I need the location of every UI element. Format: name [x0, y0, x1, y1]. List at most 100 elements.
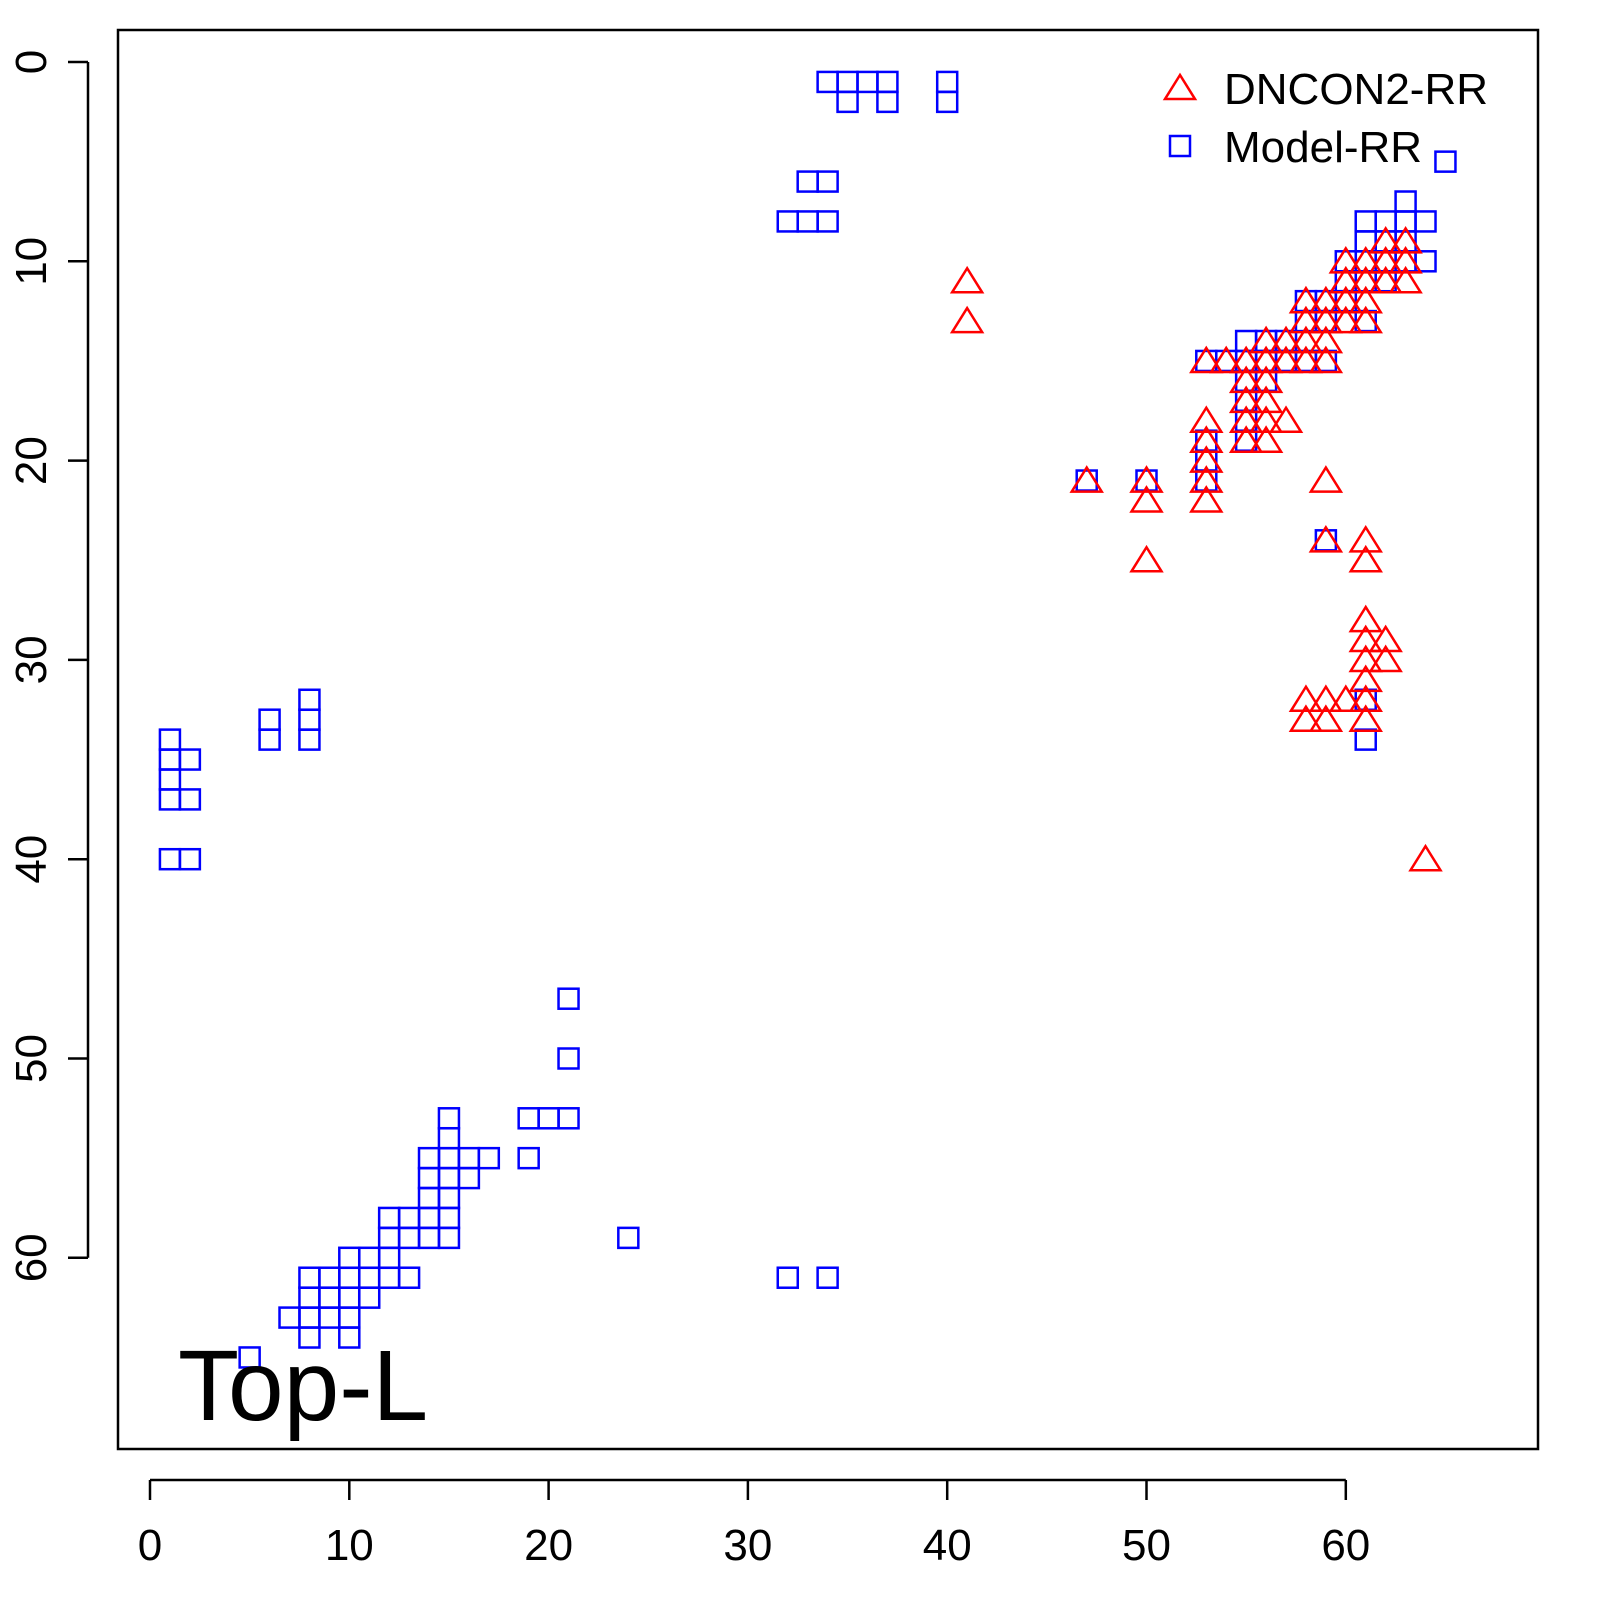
annotation-top-l: Top-L	[178, 1330, 428, 1442]
model-rr-point	[298, 1286, 321, 1309]
model-rr-point	[178, 847, 202, 871]
x-tick-label: 40	[923, 1521, 972, 1570]
dncon2-rr-point	[1368, 624, 1403, 653]
model-rr-point	[1394, 190, 1417, 213]
model-rr-point	[1434, 150, 1457, 173]
model-rr-point	[377, 1246, 401, 1270]
model-rr-point	[477, 1146, 501, 1170]
model-rr-point	[278, 1306, 301, 1329]
x-tick-label: 10	[325, 1521, 374, 1570]
model-rr-point	[377, 1226, 401, 1250]
dncon2-rr-point	[1348, 704, 1383, 732]
dncon2-rr-point	[1288, 345, 1324, 374]
dncon2-rr-point	[1348, 624, 1383, 653]
model-rr-point	[816, 70, 839, 94]
model-rr-point	[377, 1266, 401, 1289]
model-rr-point	[338, 1246, 361, 1270]
model-rr-point	[1354, 728, 1377, 751]
dncon2-rr-point	[1328, 285, 1364, 314]
dncon2-rr-point	[1348, 245, 1383, 274]
dncon2-rr-point	[1348, 305, 1383, 334]
model-rr-point	[298, 1326, 321, 1349]
model-rr-point	[1354, 210, 1377, 233]
dncon2-rr-point	[1228, 425, 1264, 453]
dncon2-rr-point	[1348, 544, 1383, 573]
model-rr-point	[298, 708, 321, 731]
legend: DNCON2-RR Model-RR	[1162, 65, 1488, 172]
dncon2-rr-point	[1348, 285, 1383, 314]
dncon2-rr-point	[949, 265, 985, 294]
dncon2-rr-point	[1248, 345, 1284, 374]
y-tick-label: 50	[7, 1034, 56, 1083]
model-rr-point	[158, 847, 182, 871]
legend-label: DNCON2-RR	[1224, 65, 1488, 114]
dncon2-rr-point	[1228, 345, 1264, 374]
model-rr-point	[437, 1206, 461, 1230]
dncon2-rr-point	[1268, 405, 1304, 434]
model-rr-point	[557, 1107, 580, 1130]
model-rr-point	[357, 1266, 381, 1289]
dncon2-rr-point	[1129, 544, 1164, 573]
dncon2-rr-point	[1348, 265, 1383, 294]
model-rr-point	[935, 70, 959, 94]
model-rr-point	[935, 90, 959, 114]
legend-square-icon	[1168, 134, 1192, 158]
dncon2-rr-point	[1308, 704, 1344, 732]
plot-frame	[116, 28, 1540, 1451]
model-rr-point	[338, 1306, 361, 1329]
dncon2-rr-point	[1228, 385, 1264, 414]
model-rr-point	[417, 1166, 441, 1190]
dncon2-rr-point	[1308, 305, 1344, 334]
dncon2-rr-point	[1189, 485, 1224, 513]
model-rr-point	[816, 1266, 839, 1289]
dncon2-rr-point	[1348, 664, 1383, 693]
dncon2-rr-point	[1408, 843, 1443, 872]
dncon2-rr-point	[1308, 465, 1344, 493]
model-rr-point	[816, 170, 839, 193]
dncon2-rr-point	[1388, 226, 1423, 254]
model-rr-point	[776, 210, 800, 233]
model-rr-point	[417, 1186, 441, 1210]
model-rr-point	[437, 1107, 461, 1130]
dncon2-rr-point	[1288, 305, 1324, 334]
dncon2-rr-point	[1388, 265, 1423, 294]
dncon2-rr-point	[1208, 345, 1244, 374]
x-tick-label: 20	[524, 1521, 573, 1570]
dncon2-rr-point	[1268, 345, 1304, 374]
dncon2-rr-point	[1129, 465, 1164, 493]
model-rr-point	[238, 1346, 261, 1369]
model-rr-point	[517, 1107, 540, 1130]
model-rr-point	[318, 1306, 341, 1329]
model-rr-point	[357, 1286, 381, 1309]
model-rr-point	[517, 1146, 540, 1170]
dncon2-rr-point	[1288, 704, 1324, 732]
model-rr-point	[338, 1266, 361, 1289]
model-rr-point	[338, 1326, 361, 1349]
model-rr-point	[437, 1166, 461, 1190]
legend-label: Model-RR	[1224, 123, 1422, 172]
model-rr-point	[557, 1047, 580, 1070]
dncon2-rr-point	[1189, 445, 1224, 473]
model-rr-point	[856, 70, 879, 94]
dncon2-rr-point	[1069, 465, 1104, 493]
model-rr-point	[836, 70, 859, 94]
dncon2-rr-point	[1328, 305, 1364, 334]
dncon2-rr-point	[1308, 325, 1344, 354]
model-rr-point	[876, 90, 899, 114]
dncon2-rr-point	[1308, 285, 1344, 314]
dncon2-rr-point	[1308, 524, 1344, 553]
axes: 0 10 20 30 40 50 60 0 10 20 30 40 50 60	[7, 50, 1370, 1570]
model-rr-point	[437, 1146, 461, 1170]
dncon2-rr-point	[1189, 425, 1224, 453]
dncon2-rr-point	[1288, 325, 1324, 354]
dncon2-rr-point	[1368, 644, 1403, 673]
y-tick-label: 40	[7, 835, 56, 884]
dncon2-rr-point	[1248, 385, 1284, 414]
dncon2-rr-point	[949, 305, 985, 334]
model-rr-point	[258, 728, 281, 751]
dncon2-rr-point	[1248, 405, 1284, 434]
model-rr-point	[776, 1266, 800, 1289]
dncon2-rr-point	[1248, 365, 1284, 394]
model-rr-point	[397, 1206, 421, 1230]
